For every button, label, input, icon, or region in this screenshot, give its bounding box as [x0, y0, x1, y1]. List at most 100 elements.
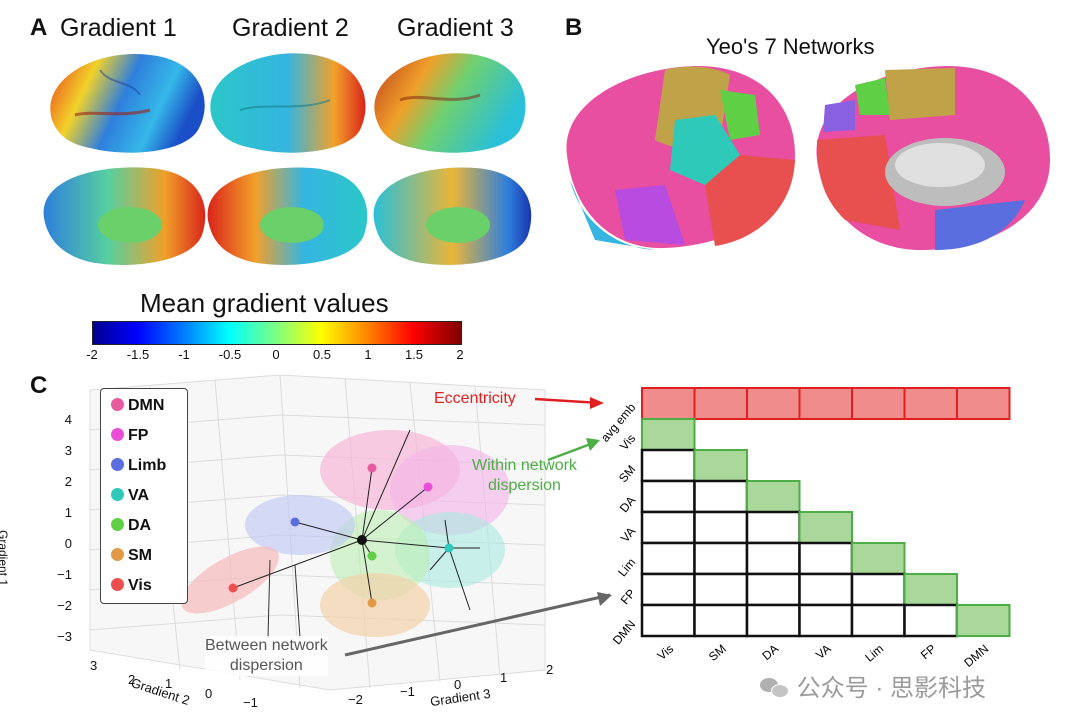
between-dispersion-pointers [267, 559, 301, 639]
avg-emb-cell [641, 387, 696, 420]
yeo-medial-brain [816, 65, 1050, 251]
panel-a-letter: A [30, 14, 48, 41]
between-dispersion-arrowhead [597, 592, 612, 606]
matrix-col-label: VA [813, 642, 834, 662]
matrix-col-label: Lim [862, 642, 886, 665]
legend-item: SM [111, 547, 152, 565]
colorbar-tick: -1 [178, 347, 190, 362]
between-network-cell [850, 572, 906, 607]
dispersion-lines [232, 429, 480, 611]
watermark: 公众号 · 思影科技 [760, 668, 986, 703]
between-network-cell [640, 572, 696, 607]
legend-item: Vis [111, 577, 152, 595]
gradient-1-tick: −3 [57, 629, 72, 644]
gradient-3-tick: −2 [348, 692, 363, 707]
watermark-text: 公众号 · 思影科技 [796, 675, 986, 702]
colorbar-title: Mean gradient values [140, 288, 389, 318]
gradient-3-lateral-brain [374, 53, 526, 153]
matrix-col-label: DMN [961, 642, 991, 670]
matrix-row-label: VA [618, 524, 638, 545]
gradient-1-tick: 1 [64, 505, 72, 520]
between-network-cell [640, 541, 696, 576]
avg-emb-cell [798, 387, 853, 420]
gradient-2-tick: 0 [205, 686, 213, 701]
within-dispersion-arrow [547, 440, 597, 462]
gradient-1-tick: −2 [57, 598, 72, 613]
between-network-cell [850, 603, 906, 638]
matrix-col-label: SM [706, 642, 729, 664]
colorbar-tick: 2 [456, 347, 464, 362]
yeo-networks-title: Yeo's 7 Networks [706, 34, 875, 59]
between-dispersion-line: dispersion [229, 657, 303, 674]
gradient-1-medial-brain [43, 167, 206, 265]
limb-centroid [290, 517, 300, 527]
matrix-col-label: DA [759, 642, 781, 663]
within-dispersion-arrowhead [586, 438, 600, 451]
colorbar-tick: 0 [272, 347, 280, 362]
between-network-cell [693, 603, 749, 638]
global-centroid [357, 535, 367, 545]
between-network-cell [745, 510, 801, 545]
da-centroid [367, 551, 377, 561]
legend-label: Vis [128, 577, 152, 594]
within-network-cell [903, 573, 958, 606]
gradient-2-tick: 2 [128, 672, 136, 687]
legend-dot [111, 398, 124, 411]
eccentricity-label: Eccentricity [434, 390, 516, 407]
matrix-col-label: FP [918, 642, 939, 663]
gradient-2-title: Gradient 2 [232, 14, 349, 42]
between-network-cell [903, 603, 959, 638]
legend-dot [111, 548, 124, 561]
gradient-1-ticks: 4 3 2 1 0 −1 −2 −3 [52, 404, 72, 652]
network-legend: DMN FP Limb VA DA SM Vis [100, 388, 188, 604]
between-network-cell [798, 603, 854, 638]
gradient-2-tick: −1 [243, 695, 258, 710]
legend-item: FP [111, 427, 148, 445]
gradient-3-medial-brain [373, 167, 532, 265]
gradient-1-tick: 2 [64, 474, 72, 489]
legend-item: DA [111, 517, 151, 535]
between-dispersion-label: Between network dispersion [205, 636, 328, 676]
legend-label: FP [128, 427, 149, 444]
legend-label: VA [128, 487, 150, 504]
legend-item: VA [111, 487, 149, 505]
between-network-cell [745, 541, 801, 576]
gradient-3-tick: −1 [400, 684, 415, 699]
yeo-lateral-brain [566, 65, 795, 250]
wechat-icon [760, 676, 790, 700]
colorbar-tick: 1.5 [404, 347, 424, 362]
gradient-2-medial-brain [207, 167, 368, 265]
gradient-2-tick: 1 [165, 676, 173, 691]
between-network-cell [693, 479, 749, 514]
avg-emb-cell [851, 387, 906, 420]
within-network-cell [693, 449, 748, 482]
legend-item: DMN [111, 397, 164, 415]
within-network-cell [746, 480, 801, 513]
colorbar-tick: 0.5 [312, 347, 332, 362]
between-network-cell [693, 541, 749, 576]
gradient-1-tick: 4 [64, 412, 72, 427]
between-network-cell [798, 541, 854, 576]
legend-label: DMN [128, 397, 165, 414]
matrix-col-label: Vis [655, 642, 677, 663]
colorbar-tick: 1 [364, 347, 372, 362]
legend-dot [111, 458, 124, 471]
avg-emb-cell [693, 387, 748, 420]
between-network-cell [640, 510, 696, 545]
legend-dot [111, 578, 124, 591]
legend-dot [111, 428, 124, 441]
gradient-2-tick: 3 [90, 658, 98, 673]
legend-dot [111, 518, 124, 531]
panel-b-letter: B [565, 14, 583, 41]
legend-label: Limb [128, 457, 167, 474]
legend-dot [111, 488, 124, 501]
gradient-3d-scatter-plot [89, 374, 612, 691]
between-network-cell [745, 572, 801, 607]
gradient-1-tick: 0 [64, 536, 72, 551]
scatter-clouds [181, 430, 510, 637]
vis-centroid [228, 583, 238, 593]
matrix-row-label: SM [616, 462, 638, 485]
fp-centroid [423, 482, 433, 492]
dmn-centroid [367, 463, 377, 473]
